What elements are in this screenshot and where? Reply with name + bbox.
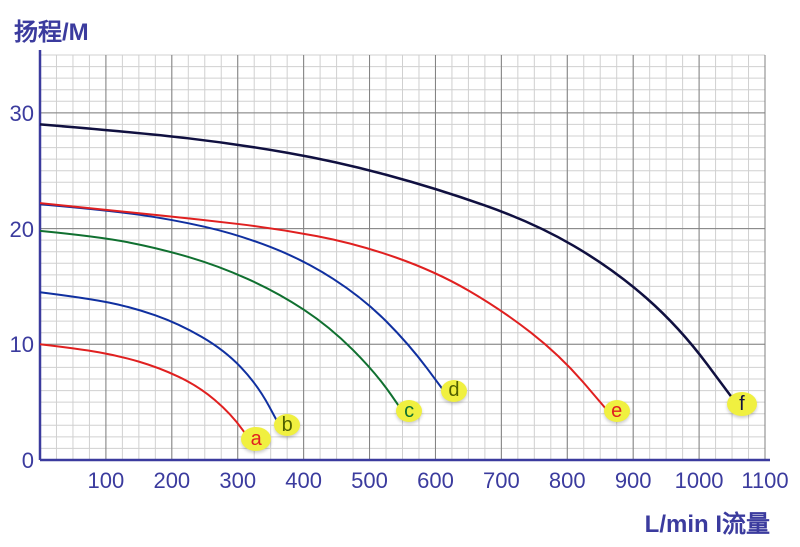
curve-marker-a: a	[241, 427, 271, 451]
x-tick: 200	[153, 468, 190, 494]
curve-b	[40, 292, 281, 427]
curve-e	[40, 203, 610, 414]
x-tick: 900	[615, 468, 652, 494]
x-tick: 400	[285, 468, 322, 494]
x-axis-title: L/min I流量	[645, 504, 770, 539]
x-tick: 500	[351, 468, 388, 494]
curve-marker-b: b	[274, 414, 300, 436]
y-tick: 10	[10, 332, 34, 358]
x-tick: 1100	[741, 468, 788, 494]
y-tick: 30	[10, 101, 34, 127]
x-tick: 600	[417, 468, 454, 494]
x-tick: 300	[219, 468, 256, 494]
x-tick: 100	[88, 468, 125, 494]
x-tick: 800	[549, 468, 586, 494]
minor-grid	[40, 55, 765, 460]
chart-svg	[0, 0, 800, 547]
curve-marker-c: c	[396, 400, 422, 422]
y-tick: 0	[22, 448, 34, 474]
x-tick: 1000	[675, 468, 724, 494]
curve-marker-e: e	[604, 400, 630, 422]
curve-c	[40, 231, 406, 416]
curve-d	[40, 204, 445, 393]
curve-marker-d: d	[441, 380, 467, 402]
y-tick: 20	[10, 217, 34, 243]
curve-marker-f: f	[727, 392, 757, 416]
curve-a	[40, 344, 254, 446]
x-tick: 700	[483, 468, 520, 494]
y-axis-title: 扬程/M	[14, 12, 89, 47]
pump-curve-chart: 扬程/M L/min I流量 0 10 20 30 100 200 300 400 500 600…	[0, 0, 800, 547]
